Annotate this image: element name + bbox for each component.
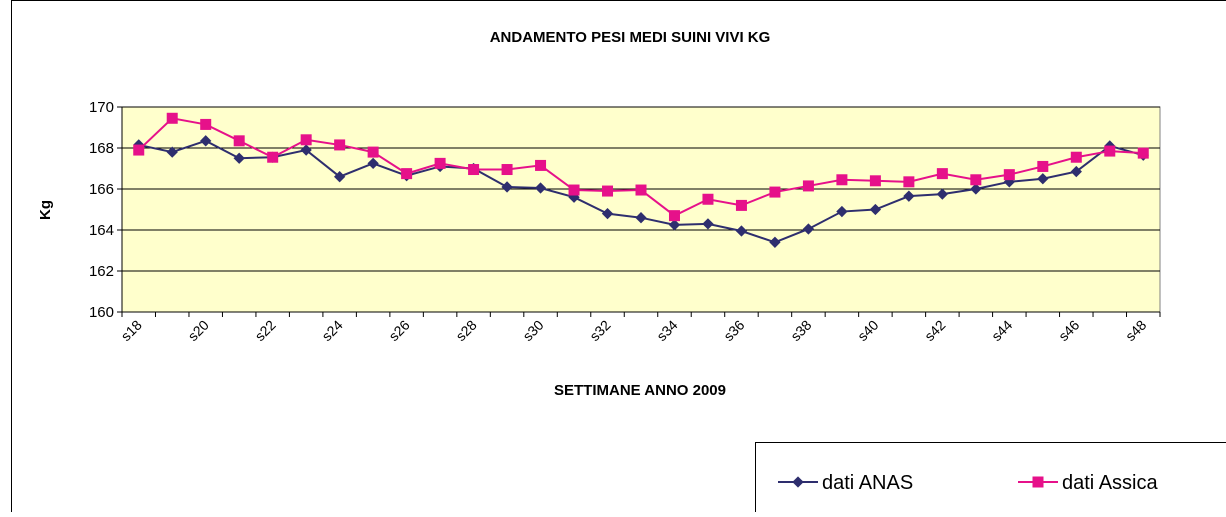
y-tick-label: 170	[89, 99, 114, 116]
data-point	[502, 164, 513, 175]
data-point	[468, 164, 479, 175]
data-point	[1004, 169, 1015, 180]
data-point	[803, 180, 814, 191]
data-point	[836, 174, 847, 185]
data-point	[870, 175, 881, 186]
y-tick-label: 162	[89, 263, 114, 280]
data-point	[970, 174, 981, 185]
y-tick-label: 168	[89, 140, 114, 157]
data-point	[368, 147, 379, 158]
y-axis-label: Kg	[37, 200, 54, 220]
data-point	[334, 139, 345, 150]
data-point	[736, 200, 747, 211]
data-point	[234, 135, 245, 146]
data-point	[1104, 146, 1115, 157]
data-point	[769, 187, 780, 198]
legend-label: dati Assica	[1062, 472, 1158, 494]
data-point	[1138, 148, 1149, 159]
y-tick-label: 164	[89, 222, 114, 239]
data-point	[401, 168, 412, 179]
data-point	[535, 160, 546, 171]
data-point	[435, 158, 446, 169]
data-point	[301, 134, 312, 145]
data-point	[669, 210, 680, 221]
chart-title: ANDAMENTO PESI MEDI SUINI VIVI KG	[490, 29, 771, 46]
y-tick-label: 160	[89, 304, 114, 321]
x-axis-label: SETTIMANE ANNO 2009	[554, 382, 726, 399]
data-point	[200, 119, 211, 130]
data-point	[937, 168, 948, 179]
plot-area	[122, 107, 1160, 312]
y-tick-label: 166	[89, 181, 114, 198]
data-point	[1037, 161, 1048, 172]
data-point	[903, 176, 914, 187]
data-point	[1071, 152, 1082, 163]
data-point	[569, 185, 580, 196]
data-point	[267, 152, 278, 163]
legend-label: dati ANAS	[822, 472, 913, 494]
data-point	[636, 185, 647, 196]
data-point	[602, 186, 613, 197]
data-point	[133, 145, 144, 156]
data-point	[702, 194, 713, 205]
data-point	[167, 113, 178, 124]
legend-marker	[1033, 477, 1044, 488]
